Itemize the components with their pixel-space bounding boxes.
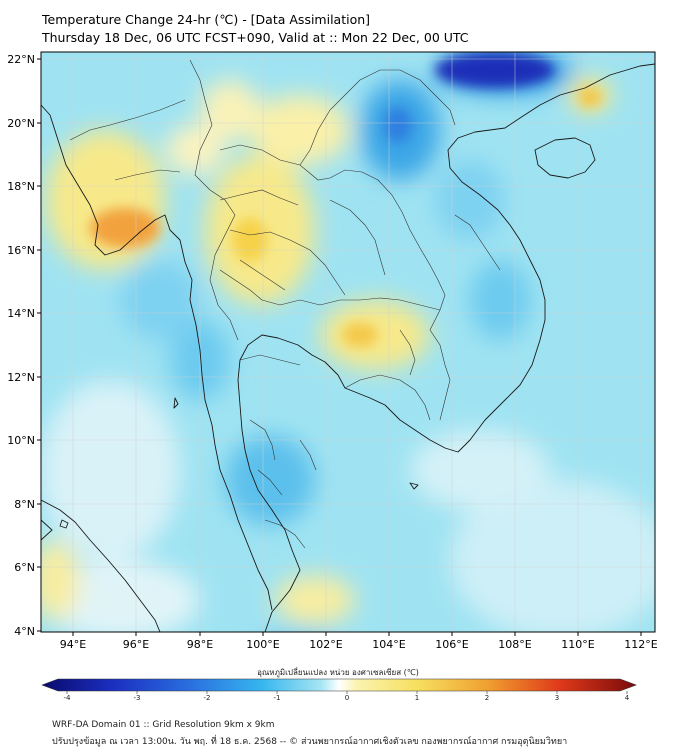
colorbar (41, 678, 637, 694)
lon-label: 108°E (498, 638, 531, 651)
lat-label: 18°N (7, 180, 35, 193)
lat-label: 20°N (7, 117, 35, 130)
map-subtitle: Thursday 18 Dec, 06 UTC FCST+090, Valid … (42, 30, 469, 45)
lat-label: 16°N (7, 244, 35, 257)
lon-label: 96°E (123, 638, 149, 651)
footer-credit: ปรับปรุงข้อมูล ณ เวลา 13:00น. วัน พฤ. ที… (52, 737, 568, 747)
country-borders (69, 59, 501, 549)
axis-ticks (37, 58, 642, 636)
colorbar-tick-label: 3 (554, 694, 560, 702)
coastlines (41, 63, 655, 632)
colorbar-title: อุณหภูมิเปลี่ยนแปลง หน่วย องศาเซลเซียส (… (257, 668, 419, 677)
colorbar-tick-label: -1 (273, 694, 281, 702)
lon-label: 94°E (60, 638, 86, 651)
graticule (41, 52, 655, 632)
colorbar-bar (41, 678, 637, 692)
lon-label: 98°E (187, 638, 213, 651)
lat-label: 12°N (7, 371, 35, 384)
colorbar-tick-label: -4 (63, 694, 71, 702)
lon-label: 104°E (372, 638, 405, 651)
longitude-labels: 94°E 96°E 98°E 100°E 102°E 104°E 106°E 1… (60, 638, 658, 651)
lat-label: 14°N (7, 307, 35, 320)
lat-label: 22°N (7, 53, 35, 66)
colorbar-tick-label: 4 (624, 694, 630, 702)
lon-label: 102°E (309, 638, 342, 651)
colorbar-tick-label: 0 (344, 694, 350, 702)
lon-label: 112°E (624, 638, 657, 651)
lat-label: 8°N (14, 498, 35, 511)
lat-label: 4°N (14, 625, 35, 638)
map-title: Temperature Change 24-hr (℃) - [Data Ass… (42, 12, 371, 27)
lon-label: 100°E (246, 638, 279, 651)
footer-model-info: WRF-DA Domain 01 :: Grid Resolution 9km … (52, 720, 275, 730)
latitude-labels: 22°N 20°N 18°N 16°N 14°N 12°N 10°N 8°N 6… (7, 53, 35, 638)
field-blobs (41, 52, 655, 632)
plot-frame (40, 51, 656, 633)
lon-label: 110°E (561, 638, 594, 651)
colorbar-tick-label: -3 (133, 694, 141, 702)
colorbar-tick-label: -2 (203, 694, 211, 702)
lat-label: 6°N (14, 561, 35, 574)
colorbar-tick-label: 1 (414, 694, 420, 702)
colorbar-ticks (66, 691, 628, 694)
lat-label: 10°N (7, 434, 35, 447)
lon-label: 106°E (435, 638, 468, 651)
temperature-field (41, 52, 655, 632)
colorbar-tick-label: 2 (484, 694, 490, 702)
